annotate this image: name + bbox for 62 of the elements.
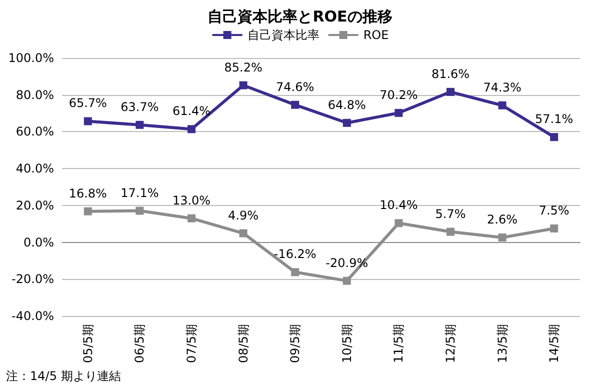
point xyxy=(446,228,454,236)
y-tick-label: 60.0% xyxy=(16,124,54,139)
point xyxy=(394,108,403,117)
data-label: 64.8% xyxy=(328,98,366,112)
data-label: 17.1% xyxy=(120,186,159,200)
point xyxy=(291,268,300,276)
point xyxy=(550,133,558,142)
data-label: 85.2% xyxy=(224,60,262,74)
x-tick-label: 14/5期 xyxy=(547,324,562,363)
data-label: 16.8% xyxy=(68,186,107,200)
point xyxy=(342,276,351,285)
y-tick-label: 80.0% xyxy=(16,88,54,102)
x-tick-label: 10/5期 xyxy=(340,324,354,363)
point xyxy=(188,214,196,222)
data-label: 65.7% xyxy=(68,96,107,110)
data-label: 5.7% xyxy=(435,206,466,221)
chart-title: 自己資本比率とROEの推移 xyxy=(208,8,392,26)
x-tick-label: 12/5期 xyxy=(444,324,458,363)
point xyxy=(84,207,92,216)
data-label: 70.2% xyxy=(380,88,418,102)
x-tick-label: 06/5期 xyxy=(132,324,147,363)
x-tick-label: 09/5期 xyxy=(288,324,302,363)
legend-label: 自己資本比率 xyxy=(247,28,320,42)
point xyxy=(342,118,351,127)
point xyxy=(291,100,300,109)
point xyxy=(136,206,144,215)
y-tick-label: 40.0% xyxy=(16,162,54,176)
data-label: 61.4% xyxy=(172,104,211,118)
data-label: 74.3% xyxy=(483,80,522,94)
data-label: 81.6% xyxy=(431,66,470,81)
data-label: 57.1% xyxy=(535,112,574,126)
text: 注：14/5 期より連結 xyxy=(6,369,121,383)
x-tick-label: 07/5期 xyxy=(184,324,198,363)
y-tick-label: 100.0% xyxy=(8,51,54,65)
y-tick-label: 0.0% xyxy=(24,235,54,250)
point xyxy=(446,88,454,96)
data-label: 74.6% xyxy=(276,80,314,94)
point xyxy=(550,224,558,232)
point xyxy=(239,229,248,238)
point xyxy=(84,117,92,126)
data-label: 63.7% xyxy=(120,100,159,114)
data-label: 13.0% xyxy=(172,193,211,208)
point xyxy=(188,125,196,134)
point xyxy=(136,120,144,129)
point xyxy=(239,81,248,90)
x-tick-label: 08/5期 xyxy=(236,324,250,363)
data-label: 7.5% xyxy=(538,203,570,218)
point xyxy=(498,101,506,110)
data-label: 2.6% xyxy=(487,212,518,226)
data-label: 10.4% xyxy=(380,198,418,212)
data-label: -16.2% xyxy=(274,247,316,262)
y-tick-label: 20.0% xyxy=(16,198,54,212)
data-label: 4.9% xyxy=(228,208,259,222)
x-tick-label: 11/5期 xyxy=(392,324,406,363)
data-label: -20.9% xyxy=(326,256,368,270)
legend-label: ROE xyxy=(363,28,389,42)
y-tick-label: -40.0% xyxy=(12,309,54,323)
point xyxy=(498,233,506,242)
point xyxy=(394,219,403,228)
x-tick-label: 13/5期 xyxy=(495,324,510,363)
x-tick-label: 05/5期 xyxy=(80,324,95,363)
y-tick-label: -20.0% xyxy=(12,272,54,286)
